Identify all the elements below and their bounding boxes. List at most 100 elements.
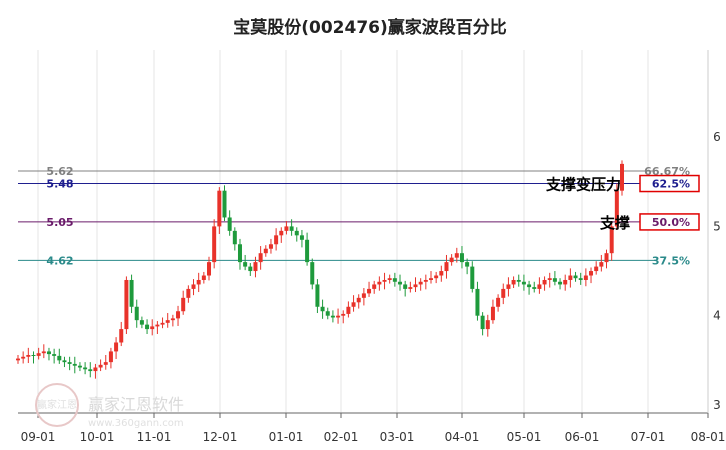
candle-body: [212, 226, 217, 263]
candle-body: [558, 281, 563, 285]
candle-body: [201, 275, 206, 280]
level-pct-label: 37.5%: [652, 254, 690, 267]
candle-body: [330, 315, 335, 318]
candle-body: [31, 354, 36, 356]
candle-body: [176, 311, 181, 319]
candle-body: [124, 279, 129, 330]
candle-body: [547, 278, 552, 280]
candle-body: [501, 288, 506, 298]
level-pct-label: 50.0%: [652, 216, 690, 229]
watermark-url: www.360gann.com: [88, 418, 184, 429]
candle-body: [578, 278, 583, 280]
candle-body: [191, 284, 196, 289]
candle-body: [181, 297, 186, 312]
candle-body: [439, 271, 444, 276]
candle-body: [16, 358, 20, 361]
candle-body: [454, 253, 459, 258]
x-tick-label: 04-01: [445, 430, 480, 444]
candle-body: [341, 313, 346, 316]
candle-body: [263, 248, 268, 254]
level-price-label: 5.62: [46, 165, 73, 178]
candle-body: [320, 306, 325, 312]
candle-body: [103, 362, 108, 365]
x-tick-label: 03-01: [380, 430, 415, 444]
y-tick-label: 6: [713, 130, 721, 144]
watermark: 赢家江恩 赢家江恩软件 www.360gann.com: [35, 383, 184, 429]
annotation-label: 支撑变压力: [545, 176, 621, 194]
candle-body: [506, 284, 511, 289]
candle-body: [459, 253, 464, 263]
candle-body: [532, 287, 537, 289]
x-tick-label: 08-01: [691, 430, 726, 444]
candle-body: [604, 253, 609, 263]
watermark-seal-text: 赢家江恩: [37, 398, 77, 411]
candle-body: [294, 230, 299, 236]
x-tick-label: 11-01: [137, 430, 172, 444]
candle-body: [93, 367, 98, 372]
candle-body: [496, 297, 501, 307]
candle-body: [480, 315, 485, 330]
candle-body: [77, 365, 82, 368]
candle-body: [21, 356, 26, 359]
candle-body: [160, 322, 165, 325]
candle-body: [372, 284, 377, 289]
candle-body: [145, 324, 150, 330]
level-price-label: 5.05: [46, 216, 73, 229]
candle-body: [52, 354, 57, 356]
candle-body: [444, 262, 449, 272]
candle-body: [186, 288, 191, 298]
candle-body: [108, 351, 113, 363]
level-price-label: 5.48: [46, 178, 73, 191]
y-tick-labels: 3 4 5 6: [713, 130, 721, 412]
candle-body: [248, 266, 253, 272]
candle-body: [310, 262, 315, 285]
candle-body: [392, 278, 397, 282]
candle-body: [305, 239, 310, 263]
candle-body: [217, 190, 222, 227]
candle-body: [67, 362, 72, 364]
candle-body: [258, 253, 263, 263]
candle-body: [72, 363, 77, 366]
candle-body: [614, 190, 619, 227]
candle-body: [207, 262, 212, 276]
candle-body: [289, 226, 294, 231]
candle-body: [165, 320, 170, 323]
candle-body: [449, 257, 454, 263]
candle-body: [542, 279, 547, 285]
candle-body: [403, 284, 408, 289]
candle-body: [387, 278, 392, 280]
candle-body: [583, 275, 588, 280]
watermark-seal-icon: [35, 383, 79, 427]
candle-body: [423, 279, 428, 282]
level-pct-label: 66.67%: [644, 165, 690, 178]
level-pct-box: [639, 174, 700, 193]
candle-body: [413, 284, 418, 288]
candle-body: [253, 262, 258, 272]
candle-body: [222, 190, 227, 218]
candle-body: [279, 230, 284, 236]
x-tick-label: 02-01: [324, 430, 359, 444]
candle-body: [537, 284, 542, 289]
candle-body: [315, 284, 320, 307]
candle-body: [114, 342, 119, 352]
candle-body: [129, 279, 134, 307]
x-tick-label: 06-01: [565, 430, 600, 444]
candle-body: [516, 279, 521, 282]
candle-body: [57, 355, 62, 361]
candle-body: [284, 226, 289, 231]
candle-body: [336, 315, 341, 318]
candle-body: [274, 235, 279, 245]
candle-body: [268, 244, 273, 249]
x-tick-label: 05-01: [507, 430, 542, 444]
candle-body: [155, 324, 160, 327]
level-pct-label: 62.5%: [652, 178, 690, 191]
candle-body: [609, 226, 614, 254]
annotation-label: 支撑: [599, 214, 630, 232]
watermark-text: 赢家江恩软件: [88, 395, 184, 414]
candle-body: [434, 275, 439, 279]
candle-body: [299, 235, 304, 240]
level-lines: 5.62 66.67% 5.48 62.5% 5.05 50.0% 4.62 37.5%: [18, 165, 700, 267]
candle-body: [599, 262, 604, 267]
candle-body: [367, 288, 372, 294]
candle-body: [377, 281, 382, 285]
